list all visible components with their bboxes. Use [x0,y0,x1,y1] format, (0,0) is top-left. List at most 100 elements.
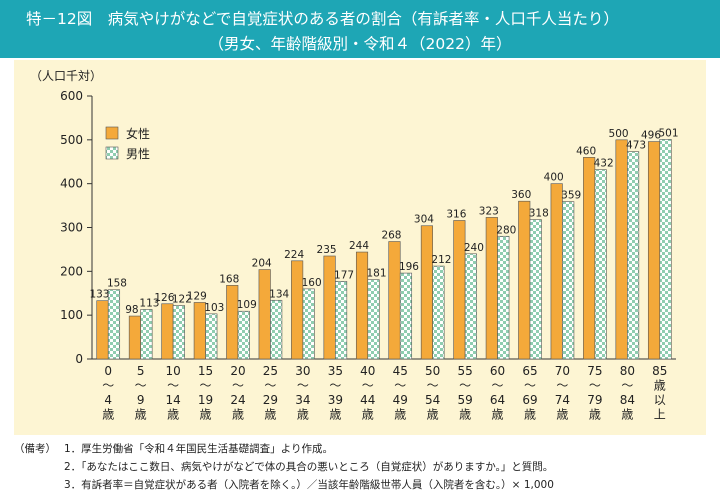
x-category-label: 歳 [329,408,341,422]
bar-male [335,281,348,360]
x-category-label: 歳 [492,408,504,422]
bar-male [529,219,542,360]
x-category-label: 84 [620,393,635,407]
x-category-label: 歳 [135,408,147,422]
x-category-label: 歳 [362,408,374,422]
bar-female [128,315,141,360]
x-category-label: 79 [587,393,602,407]
data-label-male: 359 [561,190,581,202]
data-label-male: 473 [626,140,646,152]
data-label-male: 113 [139,297,159,309]
x-category-label: 歳 [264,408,276,422]
y-axis-label: （人口千対） [30,69,102,83]
bar-male [464,253,477,360]
data-label-female: 500 [609,128,629,140]
x-category-label: 44 [360,393,375,407]
x-category-label: 69 [522,393,537,407]
x-category-label: ～ [427,379,439,393]
x-category-label: 19 [198,393,213,407]
x-category-label: 40 [360,364,375,378]
data-label-male: 103 [204,302,224,314]
data-label-female: 133 [89,289,109,301]
y-tick-label: 400 [60,177,83,191]
bar-female [485,217,498,360]
bar-male [562,201,575,360]
x-category-label: 歳 [459,408,471,422]
x-category-label: 45 [393,364,408,378]
x-category-label: 10 [165,364,180,378]
data-label-female: 98 [125,304,138,316]
x-category-label: 歳 [394,408,406,422]
x-category-label: 0 [104,364,112,378]
legend-swatch-male [105,146,119,160]
x-category-label: 29 [263,393,278,407]
bar-male [270,299,283,360]
figure-title-line1: 特－12図 病気やけがなどで自覚症状のある者の割合（有訴者率・人口千人当たり） [26,10,619,28]
x-category-label: 歳 [297,408,309,422]
y-tick-label: 0 [75,352,83,366]
x-category-label: ～ [102,379,114,393]
x-category-label: 39 [328,393,343,407]
x-category-label: 85 [652,364,667,378]
x-category-label: 以 [654,393,666,407]
x-category-label: ～ [492,379,504,393]
x-category-label: 歳 [232,408,244,422]
legend: 女性 男性 [105,126,150,161]
y-tick-label: 600 [60,89,83,103]
data-label-male: 177 [334,269,354,281]
data-label-female: 235 [317,244,337,256]
x-category-label: 歳 [427,408,439,422]
legend-label-female: 女性 [126,126,150,141]
bar-male [172,305,185,360]
x-category-label: 4 [104,393,112,407]
x-category-label: 80 [620,364,635,378]
x-category-label: 9 [137,393,145,407]
bar-male [399,272,413,360]
data-label-male: 240 [464,242,484,254]
x-category-label: 34 [295,393,310,407]
data-label-male: 432 [594,158,614,170]
x-category-label: 30 [295,364,310,378]
data-label-female: 460 [576,145,596,157]
x-category-label: 上 [654,408,666,422]
x-category-label: 歳 [167,408,179,422]
data-label-male: 134 [269,288,289,300]
y-tick-label: 200 [60,264,83,278]
note-item-3: 3．有訴者率＝自覚症状がある者（入院者を除く。）／当該年齢階級世帯人員（入院者を… [64,479,554,491]
bar-female [550,183,563,360]
x-category-label: 54 [425,393,440,407]
x-category-label: ～ [362,379,374,393]
figure-header: 特－12図 病気やけがなどで自覚症状のある者の割合（有訴者率・人口千人当たり） … [0,0,720,58]
x-category-label: 35 [328,364,343,378]
bar-female [96,300,109,360]
data-label-male: 212 [431,254,451,266]
data-label-female: 126 [154,292,174,304]
data-label-female: 360 [511,189,531,201]
data-label-male: 109 [237,299,257,311]
x-category-label: ～ [459,379,471,393]
note-item-2: 2．「あなたはここ数日、病気やけがなどで体の具合の悪いところ（自覚症状）がありま… [64,461,554,473]
x-category-label: 50 [425,364,440,378]
x-category-label: 75 [587,364,602,378]
x-category-label: 歳 [556,408,568,422]
bar-female [226,285,239,360]
x-category-label: 歳 [524,408,536,422]
bar-female [583,157,596,360]
x-category-label: 15 [198,364,213,378]
x-category-label: ～ [394,379,406,393]
data-label-female: 496 [641,130,661,142]
x-category-label: ～ [329,379,341,393]
data-label-female: 224 [284,249,304,261]
data-label-female: 316 [446,208,466,220]
x-category-label: 歳 [621,408,633,422]
bar-male [432,265,445,360]
x-category-label: 歳 [200,408,212,422]
data-label-male: 318 [529,208,549,220]
x-category-label: 60 [490,364,505,378]
data-label-female: 204 [252,258,272,270]
y-tick-label: 500 [60,133,83,147]
data-label-male: 158 [107,278,127,290]
x-category-label: 25 [263,364,278,378]
data-label-male: 181 [367,268,387,280]
bar-female [291,260,304,360]
